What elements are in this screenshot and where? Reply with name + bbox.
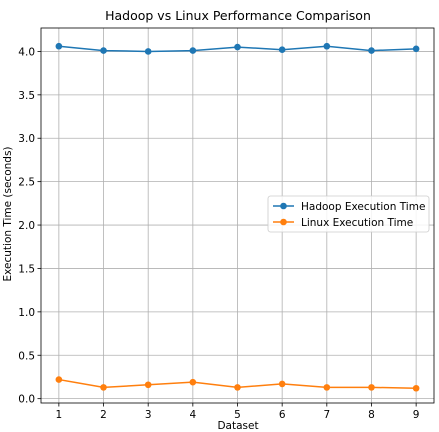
x-tick-label: 5 — [234, 409, 241, 421]
x-tick-label: 1 — [56, 409, 63, 421]
x-tick-label: 2 — [100, 409, 107, 421]
legend-marker — [280, 202, 287, 210]
data-point — [278, 46, 286, 54]
data-point — [189, 47, 197, 54]
y-tick-label: 3.0 — [18, 133, 35, 145]
y-tick-label: 1.5 — [18, 263, 35, 275]
x-tick-label: 7 — [323, 409, 330, 421]
y-tick-label: 0.5 — [18, 350, 35, 362]
data-point — [189, 378, 197, 386]
legend-marker — [280, 218, 287, 226]
data-point — [100, 47, 107, 54]
data-point — [100, 384, 107, 391]
x-axis-label: Dataset — [217, 420, 258, 432]
y-tick-label: 0.0 — [18, 394, 35, 406]
legend: Hadoop Execution Time Linux Execution Tim… — [267, 195, 430, 233]
data-point — [412, 384, 420, 392]
data-point — [323, 384, 331, 391]
y-tick-label: 1.0 — [18, 307, 35, 319]
legend-label: Hadoop Execution Time — [301, 201, 425, 213]
chart-title: Hadoop vs Linux Performance Comparison — [105, 8, 371, 23]
y-axis-label: Execution Time (seconds) — [2, 146, 14, 281]
x-tick-label: 3 — [145, 409, 152, 421]
x-tick-label: 4 — [189, 409, 196, 421]
data-point — [144, 48, 152, 55]
x-tick-label: 6 — [279, 409, 286, 421]
y-tick-label: 4.0 — [18, 46, 35, 58]
legend-label: Linux Execution Time — [301, 217, 413, 229]
data-point — [412, 45, 420, 53]
axis-ticks: 1 2 3 4 5 6 7 8 9 0.0 0.5 1.0 1.5 2.0 2.5 3.0 3.5 4.0 — [18, 46, 419, 421]
data-point — [368, 47, 375, 54]
y-tick-label: 2.0 — [18, 220, 35, 232]
y-tick-label: 2.5 — [18, 177, 35, 189]
data-point — [278, 380, 286, 388]
data-point — [144, 381, 152, 389]
y-tick-label: 3.5 — [18, 90, 35, 102]
x-tick-label: 9 — [413, 409, 420, 421]
data-point — [234, 43, 241, 51]
x-tick-label: 8 — [368, 409, 375, 421]
data-point — [55, 376, 63, 383]
data-point — [234, 384, 241, 391]
legend-box — [267, 195, 430, 233]
data-series — [55, 42, 420, 392]
data-point — [55, 42, 63, 50]
data-point — [323, 42, 331, 50]
data-point — [368, 384, 375, 391]
